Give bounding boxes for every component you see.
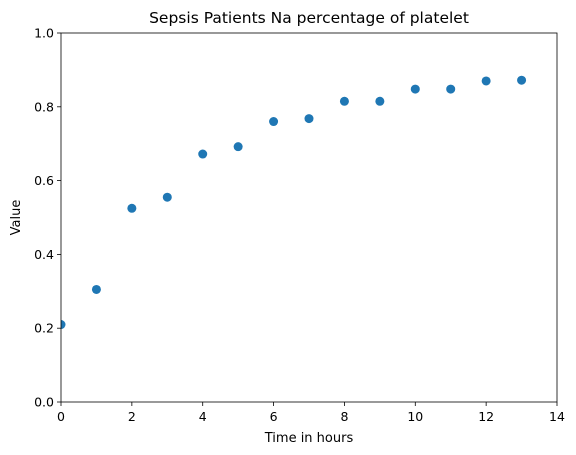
y-tick-label: 0.0 [34, 395, 54, 410]
y-tick-label: 0.2 [34, 321, 54, 336]
data-point [162, 192, 172, 202]
x-tick-label: 12 [478, 409, 494, 424]
y-tick-label: 0.4 [34, 247, 54, 262]
data-points [61, 75, 527, 330]
x-tick-label: 6 [270, 409, 278, 424]
x-axis-label: Time in hours [264, 431, 354, 446]
x-axis-ticks: 0 2 4 6 8 10 12 14 [57, 402, 565, 424]
x-tick-label: 14 [549, 409, 565, 424]
y-tick-label: 1.0 [34, 26, 54, 41]
x-tick-label: 8 [340, 409, 348, 424]
data-point [91, 284, 101, 294]
y-tick-label: 0.6 [34, 173, 54, 188]
y-axis-ticks: 0.0 0.2 0.4 0.6 0.8 1.0 [34, 26, 61, 410]
data-point [446, 84, 456, 94]
data-point [233, 142, 243, 152]
data-point [127, 203, 137, 213]
data-point [304, 114, 314, 124]
data-point [61, 320, 66, 330]
chart-title: Sepsis Patients Na percentage of platele… [149, 9, 469, 27]
x-tick-label: 4 [199, 409, 207, 424]
data-point [339, 96, 349, 106]
y-tick-label: 0.8 [34, 99, 54, 114]
data-point [481, 76, 491, 86]
plot-area-frame [60, 32, 558, 403]
data-point [517, 75, 527, 85]
x-tick-label: 0 [57, 409, 65, 424]
x-tick-label: 10 [407, 409, 423, 424]
data-point [410, 84, 420, 94]
data-point [269, 117, 279, 127]
data-point [198, 149, 208, 159]
y-axis-label: Value [9, 200, 24, 236]
data-point [375, 96, 385, 106]
x-tick-label: 2 [128, 409, 136, 424]
